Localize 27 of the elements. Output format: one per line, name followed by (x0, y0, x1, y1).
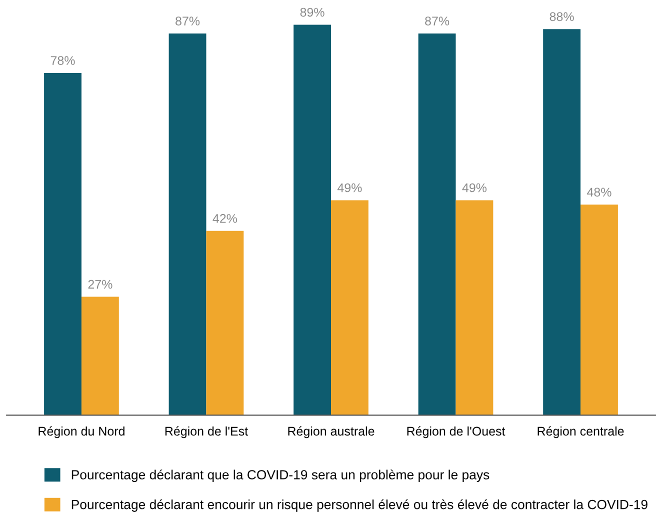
x-tick-label: Région de l'Est (165, 426, 248, 438)
bar (44, 72, 82, 416)
data-label: 42% (212, 214, 238, 223)
bar (543, 29, 581, 416)
legend-label: Pourcentage déclarant encourir un risque personnel élevé ou très élevé de contracter la COVID-19 (72, 499, 648, 512)
bar (168, 33, 206, 416)
x-tick-label: Région centrale (538, 426, 624, 438)
bar (580, 204, 618, 416)
bar (331, 200, 368, 416)
data-label: 78% (50, 56, 75, 65)
data-label: 87% (425, 16, 450, 26)
data-label: 49% (337, 183, 362, 192)
x-tick-label: Région du Nord (38, 426, 124, 438)
bar (81, 296, 119, 416)
x-tick-label: Région australe (288, 426, 374, 438)
data-label: 88% (550, 12, 574, 22)
data-label: 27% (88, 280, 112, 289)
data-label: 48% (587, 188, 612, 197)
bar (294, 24, 331, 416)
data-label: 49% (462, 183, 487, 192)
bar (456, 200, 494, 416)
data-label: 87% (176, 16, 200, 26)
legend-label: Pourcentage déclarant que la COVID-19 sera un problème pour le pays (72, 470, 490, 482)
bar (418, 33, 456, 416)
x-tick-label: Région de l'Ouest (407, 426, 506, 438)
data-label: 89% (300, 8, 324, 17)
bar (206, 230, 244, 416)
